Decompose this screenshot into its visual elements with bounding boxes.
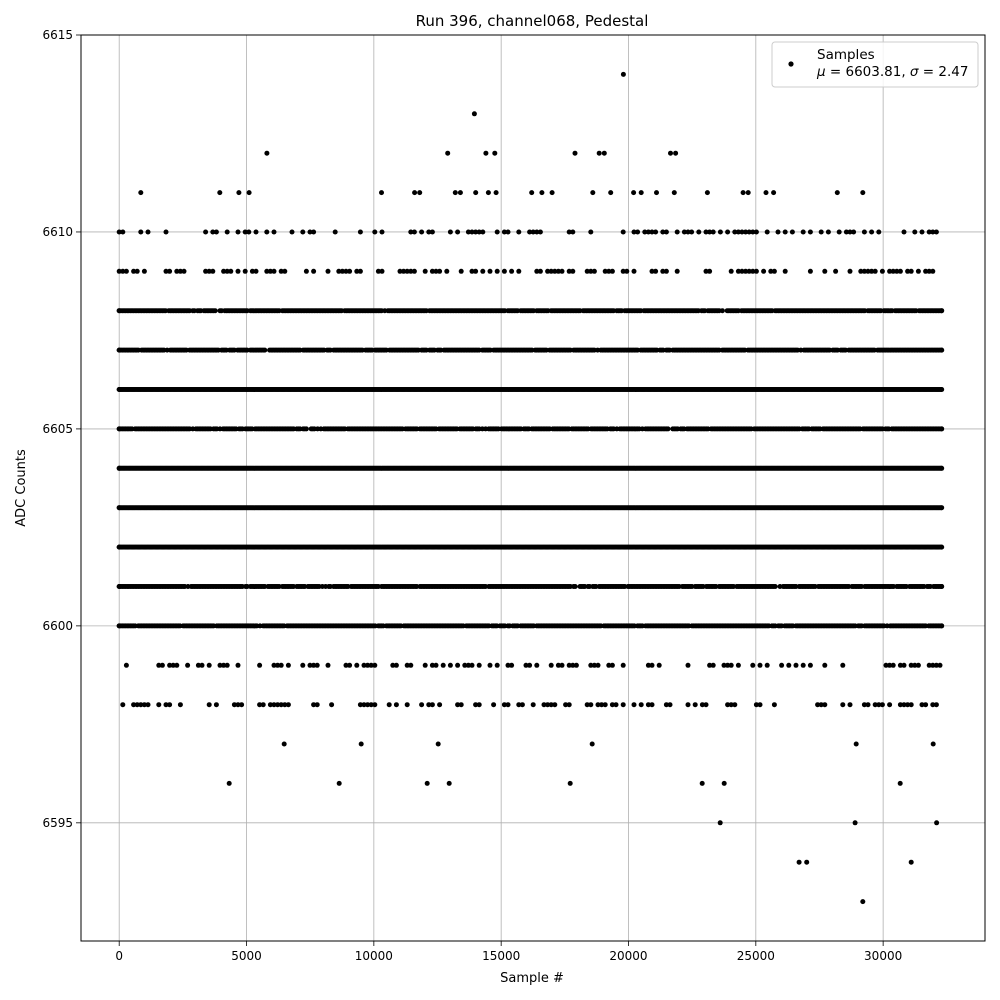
data-point bbox=[939, 426, 945, 432]
data-point bbox=[116, 505, 122, 511]
data-point bbox=[116, 387, 122, 392]
data-point bbox=[116, 347, 122, 353]
data-point bbox=[939, 505, 945, 511]
data-point bbox=[665, 426, 671, 432]
data-point bbox=[939, 387, 945, 392]
data-point bbox=[116, 584, 122, 589]
data-point bbox=[116, 426, 122, 432]
chart-title: Run 396, channel068, Pedestal bbox=[416, 12, 649, 30]
data-point bbox=[116, 465, 122, 471]
data-point bbox=[572, 584, 578, 589]
data-point bbox=[772, 584, 778, 589]
data-point bbox=[939, 544, 945, 550]
data-point bbox=[939, 347, 945, 353]
data-point bbox=[116, 308, 122, 314]
grid-lines bbox=[81, 34, 985, 941]
data-point bbox=[939, 308, 945, 314]
data-point bbox=[303, 426, 309, 432]
data-point bbox=[719, 308, 725, 314]
data-points bbox=[116, 71, 945, 905]
data-point bbox=[262, 347, 268, 353]
data-point bbox=[212, 308, 218, 314]
data-point bbox=[939, 465, 945, 471]
data-point bbox=[116, 544, 122, 550]
data-point bbox=[939, 584, 945, 589]
